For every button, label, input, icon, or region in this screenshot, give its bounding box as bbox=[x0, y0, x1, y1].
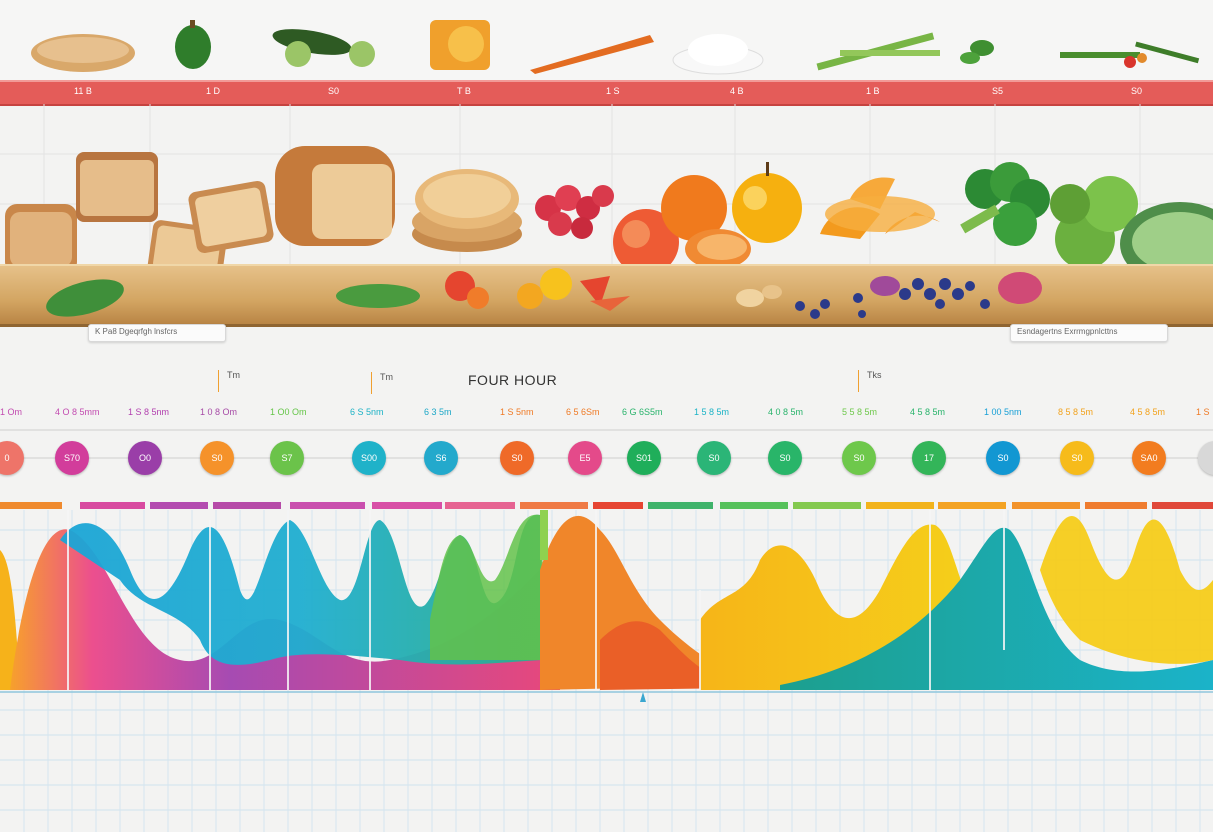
time-label: 5 5 8 5m bbox=[842, 407, 878, 417]
wave-yellow-right bbox=[1040, 516, 1213, 664]
time-dot: S0 bbox=[200, 441, 234, 475]
chart-heading: FOUR HOUR bbox=[468, 372, 558, 388]
lemon-icon bbox=[517, 268, 572, 309]
time-dot: E5 bbox=[568, 441, 602, 475]
strawberry-icon bbox=[580, 276, 630, 311]
time-label: 6 G 6S5m bbox=[622, 407, 663, 417]
time-dot: 17 bbox=[912, 441, 946, 475]
time-label: 1 O0 Om bbox=[270, 407, 307, 417]
time-dot: O0 bbox=[128, 441, 162, 475]
timeline-bar: 11 B 1 D S0 T B 1 S 4 B 1 B S5 S0 bbox=[0, 80, 1213, 106]
time-dot: S0 bbox=[1060, 441, 1094, 475]
segment-bar bbox=[0, 502, 1213, 509]
wave-blue bbox=[60, 514, 545, 665]
time-label: 4 0 8 5m bbox=[768, 407, 804, 417]
basil-leaf-icon bbox=[46, 279, 124, 317]
time-label: 1 S 8 5nm bbox=[128, 407, 170, 417]
broccoli-icon bbox=[960, 162, 1050, 246]
cutting-board bbox=[0, 264, 1213, 327]
time-label: 1 S bbox=[1196, 407, 1210, 417]
time-label: 1 Om bbox=[0, 407, 23, 417]
time-dot: S00 bbox=[352, 441, 386, 475]
time-label: 1 0 8 Om bbox=[200, 407, 238, 417]
raspberries-icon bbox=[535, 185, 614, 239]
strawberry-icon bbox=[445, 271, 489, 309]
time-dot: 0 bbox=[0, 441, 24, 475]
cucumber-icon bbox=[272, 29, 375, 67]
timeline-label: 1 D bbox=[206, 86, 221, 96]
marker-label: Tm bbox=[371, 372, 393, 394]
herb-sprig-icon bbox=[960, 40, 994, 64]
time-dot bbox=[1198, 441, 1213, 475]
time-label: 4 5 8 5m bbox=[910, 407, 946, 417]
time-label: 1 S 5nm bbox=[500, 407, 534, 417]
timeline-label: 4 B bbox=[730, 86, 744, 96]
kale-icon bbox=[1050, 176, 1138, 269]
orange-wedges-icon bbox=[820, 177, 940, 239]
time-dot: S01 bbox=[627, 441, 661, 475]
bread-stack-icon bbox=[5, 152, 274, 283]
time-dot: SA0 bbox=[1132, 441, 1166, 475]
time-label: 6 3 5m bbox=[424, 407, 452, 417]
pita-stack-icon bbox=[412, 169, 522, 252]
bread-loaf-icon bbox=[275, 146, 395, 246]
time-label: 4 O 8 5mm bbox=[55, 407, 100, 417]
carrot-icon bbox=[530, 35, 654, 74]
orange-slices-icon bbox=[685, 229, 751, 269]
timeline-label: 1 S bbox=[606, 86, 620, 96]
orange-slice-icon bbox=[430, 20, 490, 70]
green-pepper-icon bbox=[175, 20, 211, 69]
drop-marker-icon bbox=[640, 692, 646, 702]
radish-icon bbox=[998, 272, 1042, 304]
time-dot: S70 bbox=[55, 441, 89, 475]
food-display-area bbox=[0, 104, 1213, 286]
basil-leaf-icon bbox=[336, 284, 420, 308]
green-marker bbox=[540, 510, 548, 560]
timeline-label: T B bbox=[457, 86, 471, 96]
time-dot: S0 bbox=[842, 441, 876, 475]
time-label: 8 5 8 5m bbox=[1058, 407, 1094, 417]
time-dot: S0 bbox=[500, 441, 534, 475]
time-dot: S6 bbox=[424, 441, 458, 475]
time-label: 6 5 6Sm bbox=[566, 407, 600, 417]
timeline-label: 1 B bbox=[866, 86, 880, 96]
time-label: 6 S 5nm bbox=[350, 407, 384, 417]
time-label: 4 5 8 5m bbox=[1130, 407, 1166, 417]
celery-icon bbox=[816, 32, 940, 71]
time-dot: S0 bbox=[697, 441, 731, 475]
wave-chart bbox=[0, 510, 1213, 832]
time-dot: S7 bbox=[270, 441, 304, 475]
marker-label: Tm bbox=[218, 370, 240, 392]
time-dot: S0 bbox=[986, 441, 1020, 475]
caption-right: Esndagertns Exrrmgpnlcttns bbox=[1010, 324, 1168, 342]
time-dot: S0 bbox=[768, 441, 802, 475]
plum-icon bbox=[870, 276, 900, 296]
timeline-label: 11 B bbox=[74, 86, 92, 96]
wave-teal bbox=[780, 527, 1213, 690]
timeline-label: S5 bbox=[992, 86, 1004, 96]
vegetables-mix-icon bbox=[1060, 41, 1200, 68]
wave-pink bbox=[10, 529, 560, 690]
blueberries-icon bbox=[795, 278, 990, 319]
time-label: 1 00 5nm bbox=[984, 407, 1022, 417]
top-food-strip bbox=[0, 0, 1213, 80]
wave-green bbox=[430, 514, 548, 660]
time-label: 1 5 8 5m bbox=[694, 407, 730, 417]
yellow-apple-icon bbox=[732, 162, 802, 243]
caption-left: K Pa8 Dgeqrfgh lnsfcrs bbox=[88, 324, 226, 342]
dot-connector-lines bbox=[0, 429, 1213, 459]
timeline-label: S0 bbox=[1131, 86, 1143, 96]
nuts-icon bbox=[736, 285, 782, 307]
orange-icon bbox=[661, 175, 727, 241]
rice-pile-icon bbox=[672, 34, 764, 75]
apple-icon bbox=[613, 209, 679, 275]
timeline-label: S0 bbox=[328, 86, 340, 96]
marker-label: Tks bbox=[858, 370, 882, 392]
